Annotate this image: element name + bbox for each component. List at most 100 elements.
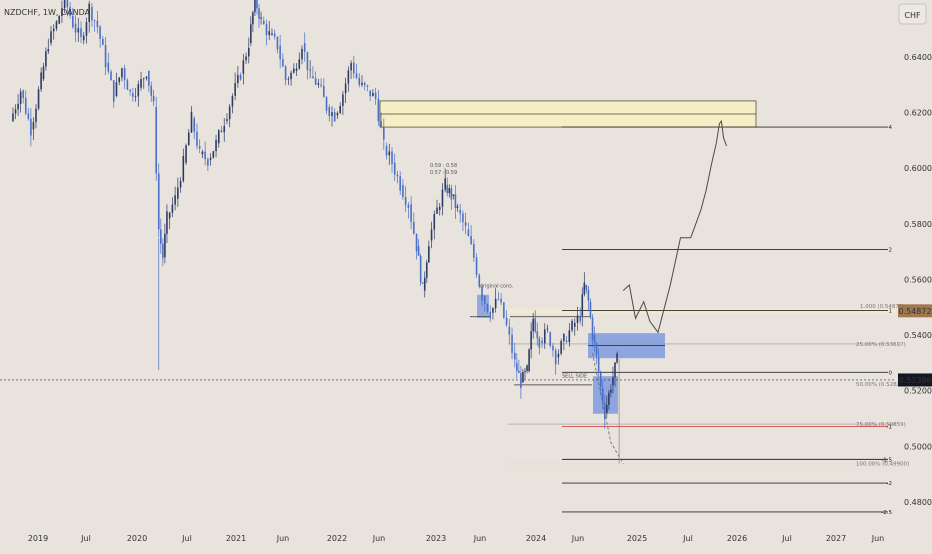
candle-body <box>383 127 385 140</box>
candle-body <box>320 84 322 86</box>
candle-body <box>93 20 96 22</box>
candle-body <box>312 76 314 79</box>
symbol-label: NZDCHF, 1W, OANDA <box>4 8 91 17</box>
candle-body <box>328 107 331 117</box>
candle-body <box>516 362 518 371</box>
candle-body <box>377 98 380 122</box>
candle-body <box>47 48 50 52</box>
candle-body <box>50 31 52 44</box>
candle-body <box>518 370 520 374</box>
candle-body <box>494 298 497 309</box>
candle-body <box>593 335 596 344</box>
fib-label: 50.00% (0.52829) <box>856 382 906 388</box>
candle-body <box>123 68 126 81</box>
candle-body <box>182 155 185 181</box>
candle-body <box>102 38 104 46</box>
candle-body <box>196 131 198 146</box>
candle-body <box>223 126 226 133</box>
candle-body <box>591 317 594 341</box>
candle-body <box>339 105 341 113</box>
candle-body <box>121 68 123 78</box>
candle-body <box>543 329 546 344</box>
candle-body <box>415 233 418 252</box>
candle-body <box>565 340 568 343</box>
candle-body <box>595 343 598 355</box>
candle-body <box>503 302 505 318</box>
candle-body <box>164 233 166 258</box>
candle-body <box>601 387 604 404</box>
candle-body <box>579 315 582 322</box>
candle-body <box>160 229 162 244</box>
x-tick-label: 2019 <box>28 534 48 543</box>
candle-body <box>419 255 422 283</box>
price-badge-label: 0.52386 <box>898 376 931 385</box>
x-tick-label: Jun <box>372 534 386 543</box>
candle-body <box>74 23 77 33</box>
candle-body <box>399 176 401 191</box>
candle-body <box>137 84 140 97</box>
candle-body <box>273 33 276 37</box>
candle-body <box>612 377 614 386</box>
candle-body <box>242 60 245 74</box>
candle-body <box>155 107 158 174</box>
fib-label: 100.00% (0.49900) <box>856 462 909 468</box>
level-marker-label: -2.5 <box>881 510 892 516</box>
fib-label-top: 1.000 (0.54872) <box>860 304 905 310</box>
candle-body <box>336 112 339 116</box>
candle-body <box>14 109 17 114</box>
candle-body <box>534 318 537 332</box>
candle-body <box>220 130 223 133</box>
candle-body <box>284 66 287 80</box>
x-tick-label: Jun <box>473 534 487 543</box>
candle-body <box>91 6 93 21</box>
candle-body <box>522 371 524 383</box>
x-tick-label: 2020 <box>127 534 147 543</box>
candle-body <box>185 145 187 163</box>
level-marker-label: -1 <box>887 425 892 431</box>
candle-body <box>35 108 37 123</box>
candle-body <box>298 59 301 69</box>
candle-body <box>209 157 212 160</box>
candle-body <box>174 195 176 205</box>
candle-body <box>520 373 522 388</box>
candle-body <box>436 207 438 214</box>
candle-body <box>295 68 298 71</box>
candle-body <box>528 349 530 372</box>
candle-body <box>254 0 256 13</box>
candle-body <box>325 97 328 111</box>
candle-body <box>162 243 164 259</box>
candle-body <box>268 31 271 36</box>
candle-body <box>265 23 268 36</box>
original-cons-box <box>477 294 489 318</box>
candle-body <box>77 28 80 33</box>
candle-body <box>40 72 42 90</box>
candle-body <box>260 17 262 19</box>
candle-body <box>355 73 358 78</box>
candle-body <box>132 93 134 97</box>
candle-body <box>17 103 19 110</box>
candle-body <box>207 159 209 166</box>
candle-body <box>358 77 361 85</box>
candle-body <box>150 85 153 96</box>
candle-body <box>27 113 30 119</box>
candle-body <box>587 289 590 301</box>
level-marker-label: -2 <box>887 481 892 487</box>
level-line-layer: 4 2 1 0 -1 -1.5 -2 -2.5 <box>0 125 896 516</box>
candle-body <box>168 212 171 219</box>
candle-body <box>459 209 462 214</box>
candle-body <box>212 151 215 158</box>
currency-button[interactable]: CHF <box>898 3 927 25</box>
candle-body <box>610 389 612 393</box>
candle-body <box>177 187 179 199</box>
candle-body <box>363 82 366 86</box>
candle-body <box>314 78 317 85</box>
fib-label: 75.00% (0.50859) <box>856 422 906 428</box>
candle-body <box>513 352 516 360</box>
candle-body <box>585 285 588 290</box>
candle-body <box>568 330 571 343</box>
candle-body <box>88 3 90 23</box>
candle-body <box>536 331 539 339</box>
candle-body <box>549 332 552 346</box>
candle-body <box>204 151 206 160</box>
